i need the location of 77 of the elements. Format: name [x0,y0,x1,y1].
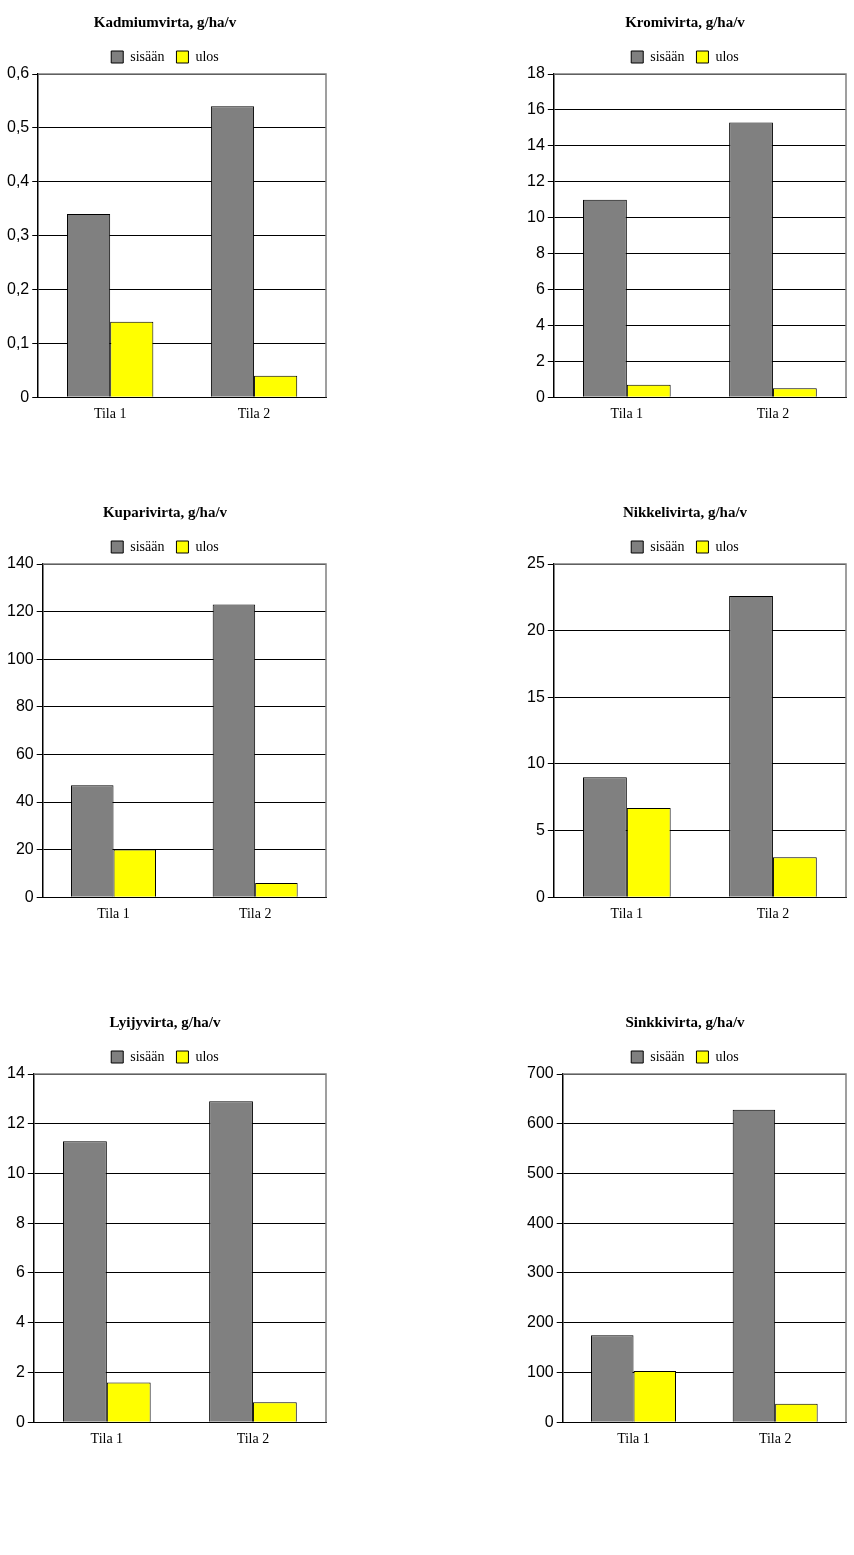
x-tick-label: Tila 1 [93,406,127,422]
y-tick-label: 5 [535,820,545,838]
y-tick-label: 25 [527,554,545,572]
y-tick-label: 20 [527,621,545,639]
x-tick-label: Tila 1 [617,1431,650,1447]
y-tick-label: 140 [6,554,34,572]
y-tick-label: 0 [20,387,30,405]
y-tick-label: 700 [526,1064,554,1082]
y-tick-label: 80 [15,697,34,715]
legend-label: ulos [715,538,739,554]
y-tick-label: 200 [526,1313,554,1331]
y-tick-label: 60 [15,744,34,762]
x-tick-label: Tila 2 [237,406,271,422]
legend-label: sisään [130,538,165,554]
x-tick-label: Tila 2 [238,906,272,922]
y-tick-label: 0,5 [6,118,30,136]
legend-label: ulos [715,1048,739,1064]
y-tick-label: 20 [15,840,34,858]
legend-label: ulos [195,538,219,554]
legend-label: sisään [650,1048,685,1064]
y-tick-label: 0,2 [6,279,30,297]
x-tick-label: Tila 1 [610,906,644,922]
y-tick-label: 12 [7,1114,25,1132]
y-tick-label: 0,1 [6,333,30,351]
y-tick-label: 400 [526,1213,554,1231]
y-tick-label: 4 [15,1313,25,1331]
chart-title: Nikkelivirta, g/ha/v [622,503,748,520]
x-tick-label: Tila 1 [97,906,130,922]
y-tick-label: 0,6 [6,64,30,82]
legend-label: sisään [650,48,685,64]
y-tick-label: 10 [7,1163,25,1181]
legend-label: sisään [130,1048,165,1064]
y-tick-label: 0 [535,387,545,405]
y-tick-label: 0 [15,1412,25,1430]
y-tick-label: 120 [6,602,34,620]
y-tick-label: 600 [526,1114,554,1132]
y-tick-label: 0,3 [6,226,30,244]
y-tick-label: 6 [535,279,545,297]
y-tick-label: 2 [535,351,545,369]
legend-label: sisään [650,538,685,554]
y-tick-label: 6 [15,1263,25,1281]
y-tick-label: 500 [526,1163,554,1181]
chart-title: Kuparivirta, g/ha/v [102,503,228,520]
x-tick-label: Tila 2 [756,406,790,422]
x-tick-label: Tila 2 [756,906,790,922]
y-tick-label: 0 [544,1412,554,1430]
y-tick-label: 10 [527,208,545,226]
y-tick-label: 10 [527,754,545,772]
legend-label: ulos [195,48,219,64]
legend-label: sisään [130,48,165,64]
x-tick-label: Tila 2 [758,1431,792,1447]
chart-title: Sinkkivirta, g/ha/v [625,1013,746,1030]
y-tick-label: 0 [24,887,34,905]
y-tick-label: 100 [6,649,34,667]
y-tick-label: 18 [527,64,545,82]
y-tick-label: 8 [15,1213,25,1231]
y-tick-label: 100 [526,1362,554,1380]
y-tick-label: 0 [535,887,545,905]
y-tick-label: 2 [15,1362,25,1380]
chart-title: Lyijyvirta, g/ha/v [109,1013,221,1030]
x-tick-label: Tila 2 [236,1431,270,1447]
y-tick-label: 300 [526,1263,554,1281]
x-tick-label: Tila 1 [90,1431,124,1447]
y-tick-label: 12 [527,172,545,190]
y-tick-label: 40 [15,792,34,810]
legend-label: ulos [715,48,739,64]
x-tick-label: Tila 1 [610,406,644,422]
y-tick-label: 15 [527,687,545,705]
chart-title: Kadmiumvirta, g/ha/v [93,13,237,30]
chart-title: Kromivirta, g/ha/v [625,13,746,30]
legend-label: ulos [195,1048,219,1064]
y-tick-label: 8 [535,243,545,261]
y-tick-label: 14 [527,136,545,154]
y-tick-label: 0,4 [6,172,30,190]
y-tick-label: 4 [535,315,545,333]
y-tick-label: 14 [7,1064,25,1082]
y-tick-label: 16 [527,100,545,118]
